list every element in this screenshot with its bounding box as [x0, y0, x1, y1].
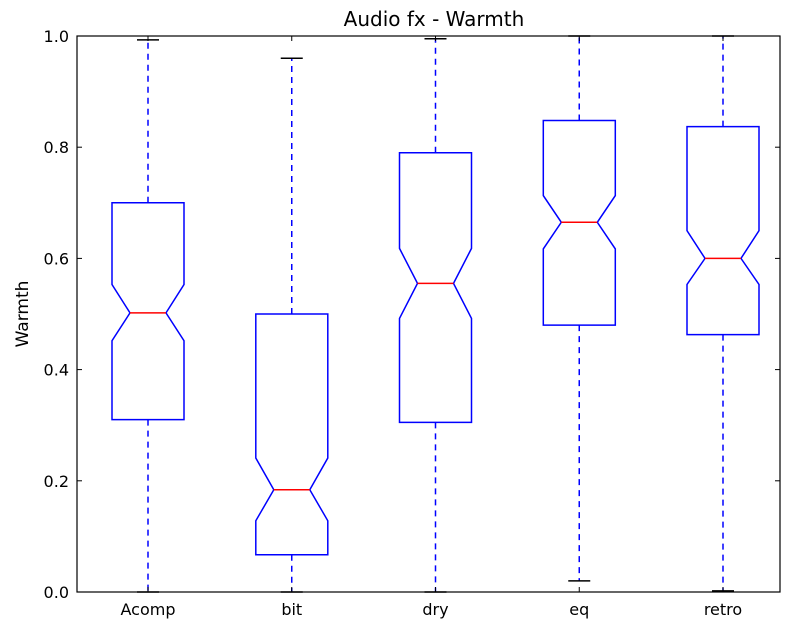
- box-body: [255, 313, 329, 556]
- y-tick-label: 0.2: [44, 472, 69, 491]
- x-tick-label: eq: [569, 600, 589, 619]
- plot-frame: [76, 35, 781, 593]
- box-group-acomp: [111, 39, 185, 593]
- x-tick-label: Acomp: [121, 600, 176, 619]
- plot-marks: [111, 35, 760, 593]
- box-body: [398, 152, 473, 424]
- x-tick-label: retro: [704, 600, 742, 619]
- y-tick-label: 0.6: [44, 249, 69, 268]
- y-tick-label: 0.0: [44, 583, 69, 602]
- box-body: [111, 202, 185, 421]
- box-group-dry: [398, 38, 473, 593]
- chart-title: Audio fx - Warmth: [344, 7, 525, 31]
- box-group-retro: [686, 35, 760, 592]
- y-tick-label: 0.8: [44, 138, 69, 157]
- x-tick-label: dry: [422, 600, 448, 619]
- y-tick-label: 0.4: [44, 361, 69, 380]
- box-group-bit: [255, 57, 329, 593]
- x-tick-label: bit: [281, 600, 302, 619]
- box-body: [686, 125, 760, 336]
- y-axis-label: Warmth: [13, 281, 33, 348]
- box-group-eq: [542, 35, 617, 582]
- axis-ticks: Acomp bit dry eq retro 0.0 0.2 0.4 0.6 0.8 1.0: [44, 27, 780, 619]
- y-tick-label: 1.0: [44, 27, 69, 46]
- box-body: [542, 119, 617, 326]
